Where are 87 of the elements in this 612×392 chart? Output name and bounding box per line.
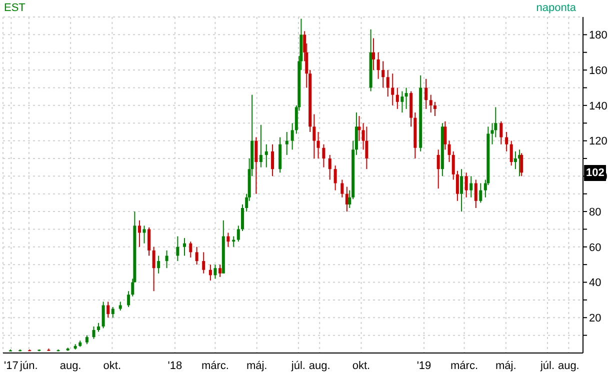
candlestick — [470, 176, 473, 198]
y-tick-label: 120 — [589, 136, 608, 148]
candlestick — [218, 264, 222, 278]
candlestick — [396, 87, 399, 110]
candlestick — [479, 182, 482, 204]
candlestick — [111, 306, 114, 318]
y-tick-label: 160 — [589, 64, 608, 77]
candlestick — [165, 250, 168, 269]
candlestick — [382, 60, 385, 88]
candlestick — [195, 246, 198, 266]
candlestick — [404, 87, 408, 110]
candlestick — [208, 264, 212, 281]
candlestick — [176, 236, 180, 262]
candlestick — [514, 150, 517, 170]
x-tick-label: okt. — [103, 360, 122, 372]
candlestick — [424, 78, 428, 110]
candlestick — [391, 73, 394, 106]
candlestick — [202, 252, 206, 274]
chart-title: EST — [4, 2, 26, 14]
candlestick — [433, 101, 436, 117]
y-tick-label: 180 — [589, 30, 608, 42]
candlestick — [236, 225, 240, 242]
x-tick-label: aug. — [308, 360, 330, 372]
candlestick — [460, 168, 464, 212]
x-tick-label: júl. — [539, 360, 555, 372]
candlestick — [334, 165, 337, 191]
candlestick — [452, 150, 455, 180]
candlestick — [106, 301, 110, 318]
x-tick-label: jún. — [19, 360, 38, 372]
candlestick — [456, 170, 459, 202]
candlestick — [429, 94, 432, 113]
x-tick-label: júl. — [290, 360, 306, 372]
candlestick — [241, 204, 244, 232]
candlestick — [464, 172, 468, 198]
candlestick — [316, 131, 320, 159]
x-tick-label: máj. — [496, 360, 516, 372]
y-tick-label: 80 — [589, 206, 602, 218]
candlestick — [328, 154, 332, 180]
x-tick-label: '18 — [168, 360, 182, 372]
candlestick — [448, 140, 451, 163]
y-tick-label: 40 — [589, 277, 602, 290]
x-tick-label: '19 — [416, 360, 432, 372]
candlestick — [285, 131, 288, 156]
candlestick — [400, 90, 404, 113]
x-tick-label: okt. — [352, 360, 370, 372]
candlestick — [214, 264, 217, 280]
candlestick — [312, 114, 316, 159]
x-tick-label: '17 — [4, 360, 18, 372]
x-tick-label: máj. — [246, 360, 268, 372]
candlestick — [183, 238, 186, 256]
candlestick — [474, 179, 478, 208]
candlestick — [510, 140, 513, 166]
candlestick — [505, 131, 508, 152]
candlestick — [102, 301, 105, 329]
x-tick-label: aug. — [558, 360, 580, 372]
x-tick-label: aug. — [60, 360, 82, 372]
candlestick — [372, 38, 376, 71]
candlestick — [271, 144, 274, 177]
candlestick — [148, 226, 151, 256]
y-tick-label: 20 — [589, 312, 602, 325]
x-tick-label: márc. — [450, 360, 478, 372]
candlestick — [264, 144, 268, 168]
candlestick — [142, 225, 146, 244]
candlestick — [520, 152, 524, 177]
candlestick — [92, 326, 96, 340]
x-tick-label: márc. — [201, 360, 229, 372]
candlestick — [127, 290, 130, 308]
candlestick — [436, 149, 440, 190]
candlestick — [259, 124, 262, 168]
candlestick — [157, 255, 160, 274]
y-tick-label: 140 — [589, 100, 608, 112]
chart-subtitle: naponta — [536, 2, 576, 14]
candlestick — [444, 120, 447, 150]
candlestick — [322, 144, 326, 168]
candlestick — [189, 241, 192, 258]
y-tick-label: 60 — [589, 242, 602, 254]
candlestick — [500, 120, 503, 145]
candlestick — [386, 70, 390, 98]
candlestick — [254, 136, 258, 194]
candlestick — [358, 116, 361, 142]
candlestick — [376, 52, 380, 80]
candlestick — [152, 246, 156, 292]
candlestick — [226, 232, 230, 248]
candlestick — [290, 122, 294, 150]
candlestick — [365, 126, 368, 170]
candlestick — [138, 220, 141, 248]
candlestick — [340, 179, 344, 198]
